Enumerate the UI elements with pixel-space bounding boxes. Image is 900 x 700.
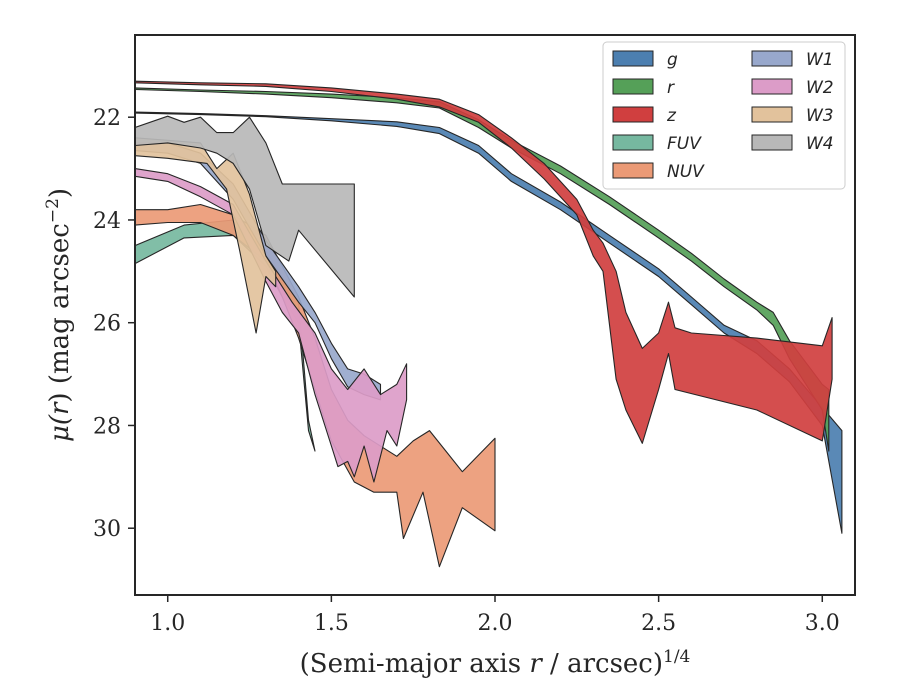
y-tick-label: 30 xyxy=(93,517,121,542)
series-band-w4 xyxy=(135,115,355,298)
legend-swatch-g xyxy=(612,50,654,67)
legend-label-nuv: NUV xyxy=(667,162,705,182)
legend-swatch-w1 xyxy=(751,50,793,67)
legend-label-w3: W3 xyxy=(806,106,834,126)
legend-label-z: z xyxy=(666,106,677,126)
y-tick-label: 24 xyxy=(93,209,121,234)
x-tick-label: 2.5 xyxy=(641,611,676,636)
y-axis-label: μ(r) (mag arcsec−2) xyxy=(43,188,75,442)
legend-swatch-nuv xyxy=(612,162,654,179)
series-band-w2 xyxy=(135,168,408,483)
legend-label-fuv: FUV xyxy=(667,134,702,154)
y-tick-label: 26 xyxy=(93,312,121,337)
series-band-w3 xyxy=(135,137,277,334)
series-layer xyxy=(135,80,843,568)
legend-label-r: r xyxy=(667,78,675,98)
legend-swatch-w4 xyxy=(751,134,793,151)
legend-swatch-w3 xyxy=(751,106,793,123)
x-tick-label: 1.0 xyxy=(150,611,185,636)
x-tick-label: 1.5 xyxy=(314,611,349,636)
x-tick-label: 3.0 xyxy=(805,611,840,636)
y-tick-label: 22 xyxy=(93,106,121,131)
legend-swatch-r xyxy=(612,78,654,95)
series-band-g xyxy=(135,111,843,534)
legend-label-w2: W2 xyxy=(806,78,834,98)
legend-items: grz FUV NUV W1 W2 W3 W4 xyxy=(612,50,834,182)
legend-swatch-w2 xyxy=(751,78,793,95)
legend-label-w1: W1 xyxy=(806,50,834,70)
legend-label-g: g xyxy=(667,50,678,70)
x-tick-label: 2.0 xyxy=(478,611,513,636)
ticks-layer: 1.0 1.5 2.0 2.5 3.0 22 24 26 28 30 xyxy=(93,106,840,636)
y-tick-label: 28 xyxy=(93,414,121,439)
legend: grz FUV NUV W1 W2 W3 W4 xyxy=(602,41,846,190)
series-band-z xyxy=(135,80,833,444)
legend-swatch-fuv xyxy=(612,134,654,151)
legend-label-w4: W4 xyxy=(806,134,834,154)
legend-swatch-z xyxy=(612,106,654,123)
x-axis-label: (Semi-major axis r / arcsec)1/4 xyxy=(300,647,691,679)
